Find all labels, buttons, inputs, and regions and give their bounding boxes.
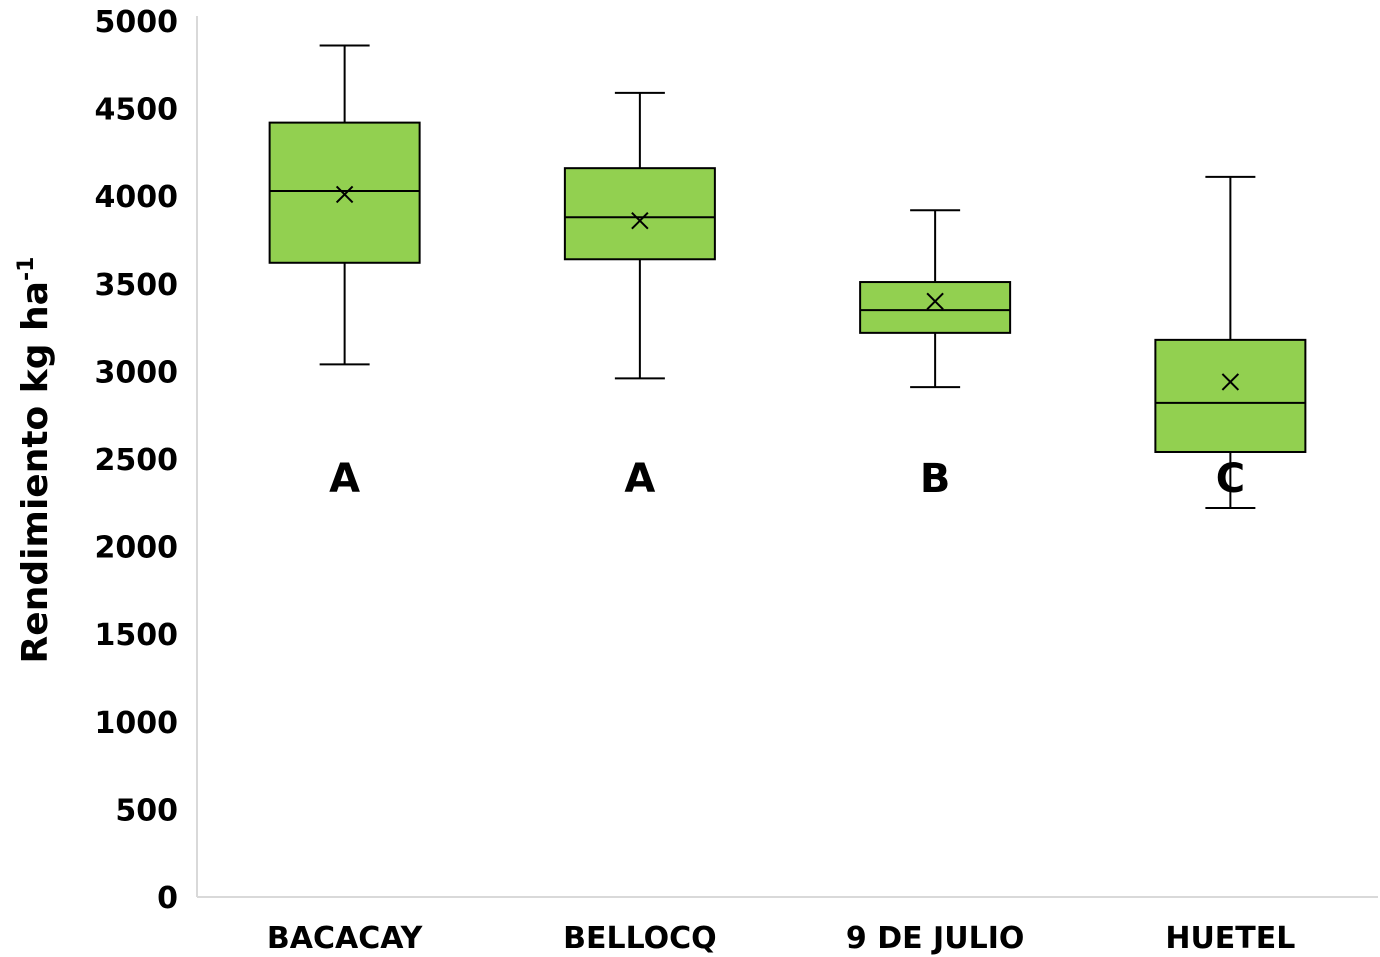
y-tick-label: 5000 <box>95 5 179 40</box>
group-letter: A <box>329 456 360 502</box>
y-tick-label: 2000 <box>95 531 179 566</box>
box-1 <box>268 44 421 366</box>
box-4 <box>1154 175 1307 510</box>
y-axis-label: Rendimiento kg ha-1 <box>14 257 56 664</box>
mean-x-stroke <box>335 185 354 204</box>
x-tick-label: BACACAY <box>267 921 424 956</box>
box-3 <box>859 209 1012 389</box>
iqr-box <box>1154 338 1307 453</box>
y-tick-label: 3500 <box>95 268 179 303</box>
box-series <box>268 44 1307 510</box>
y-axis-title: Rendimiento kg ha-1 <box>14 257 56 664</box>
iqr-box <box>563 167 716 261</box>
x-tick-label: 9 DE JULIO <box>846 921 1024 956</box>
group-letter: A <box>624 456 655 502</box>
y-tick-label: 1000 <box>95 706 179 741</box>
mean-marker <box>335 185 354 204</box>
axes <box>196 16 1378 898</box>
group-letter: B <box>920 456 951 502</box>
x-tick-label: BELLOCQ <box>563 921 717 956</box>
mean-marker <box>926 292 944 311</box>
mean-x-stroke <box>926 292 944 311</box>
x-tick-label: HUETEL <box>1165 921 1295 956</box>
group-letter: C <box>1216 456 1245 502</box>
y-tick-label: 500 <box>115 793 178 828</box>
mean-x-stroke <box>631 212 649 230</box>
iqr-box <box>268 121 421 264</box>
y-tick-label: 3000 <box>95 355 179 390</box>
iqr-box <box>859 281 1012 334</box>
y-tick-label: 2500 <box>95 443 179 478</box>
y-tick-label: 4500 <box>95 93 179 128</box>
mean-x-stroke <box>1221 373 1240 391</box>
mean-marker <box>631 212 649 230</box>
box-2 <box>563 91 716 380</box>
y-tick-label: 1500 <box>95 618 179 653</box>
y-tick-labels: 0 500 1000 1500 2000 2500 3000 3500 4000 4500 5000 <box>95 5 179 916</box>
category-labels: BACACAY BELLOCQ 9 DE JULIO HUETEL <box>267 921 1295 956</box>
y-tick-label: 0 <box>157 881 178 916</box>
y-tick-label: 4000 <box>95 180 179 215</box>
mean-marker <box>1221 373 1240 391</box>
